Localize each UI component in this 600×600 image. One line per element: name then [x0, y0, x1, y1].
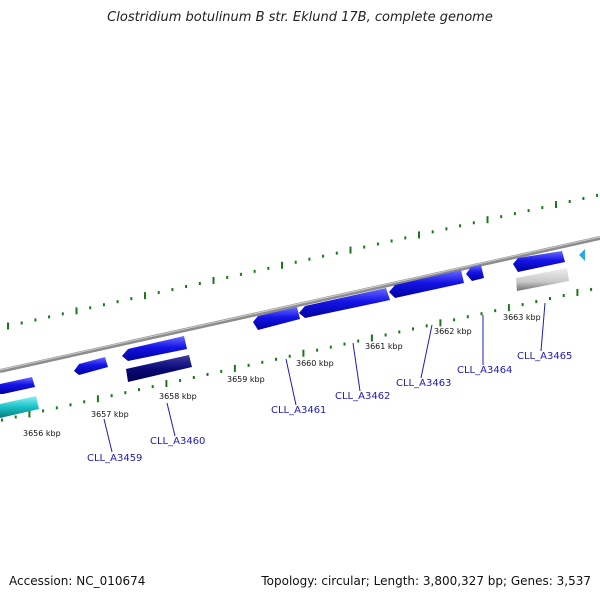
- accession-label: Accession: NC_010674: [9, 574, 146, 588]
- gene-label-leaders: [103, 302, 546, 453]
- gene-arrow[interactable]: [516, 268, 569, 291]
- gene-arrow[interactable]: [0, 377, 35, 394]
- gene-label[interactable]: CLL_A3464: [457, 365, 512, 376]
- gene-label[interactable]: CLL_A3462: [335, 391, 390, 402]
- gene-label[interactable]: CLL_A3460: [150, 436, 205, 447]
- page-title: Clostridium botulinum B str. Eklund 17B,…: [107, 10, 493, 25]
- gene-arrow[interactable]: [126, 355, 192, 382]
- gene-arrow[interactable]: [389, 270, 464, 298]
- gene-arrow[interactable]: [122, 336, 187, 361]
- tick-label: 3661 kbp: [365, 342, 403, 351]
- gene-arrow-partial[interactable]: [579, 249, 585, 261]
- tick-label: 3656 kbp: [23, 429, 61, 438]
- tick-label: 3658 kbp: [159, 392, 197, 401]
- gene-arrow[interactable]: [74, 357, 108, 375]
- gene-arrow[interactable]: [513, 251, 565, 272]
- genome-backbone: [0, 236, 600, 373]
- genome-stats-label: Topology: circular; Length: 3,800,327 bp…: [261, 574, 591, 588]
- gene-label[interactable]: CLL_A3465: [517, 351, 572, 362]
- genome-backbone-highlight: [0, 236, 600, 371]
- gene-labels: CLL_A3459 CLL_A3460 CLL_A3461 CLL_A3462 …: [87, 351, 572, 464]
- lower-tick-scale: [1, 287, 593, 422]
- gene-arrow[interactable]: [0, 396, 39, 418]
- tick-label: 3657 kbp: [91, 410, 129, 419]
- tick-labels: 3656 kbp 3657 kbp 3658 kbp 3659 kbp 3660…: [23, 313, 541, 438]
- tick-label: 3659 kbp: [227, 375, 265, 384]
- gene-arrow[interactable]: [299, 288, 390, 318]
- upper-tick-scale: [7, 193, 599, 330]
- tick-label: 3663 kbp: [503, 313, 541, 322]
- gene-label[interactable]: CLL_A3461: [271, 405, 326, 416]
- gene-label[interactable]: CLL_A3459: [87, 453, 142, 464]
- gene-arrow[interactable]: [466, 265, 484, 281]
- gene-track: [0, 249, 585, 418]
- tick-label: 3662 kbp: [434, 327, 472, 336]
- gene-label[interactable]: CLL_A3463: [396, 378, 451, 389]
- gene-arrow[interactable]: [253, 307, 300, 330]
- tick-label: 3660 kbp: [296, 359, 334, 368]
